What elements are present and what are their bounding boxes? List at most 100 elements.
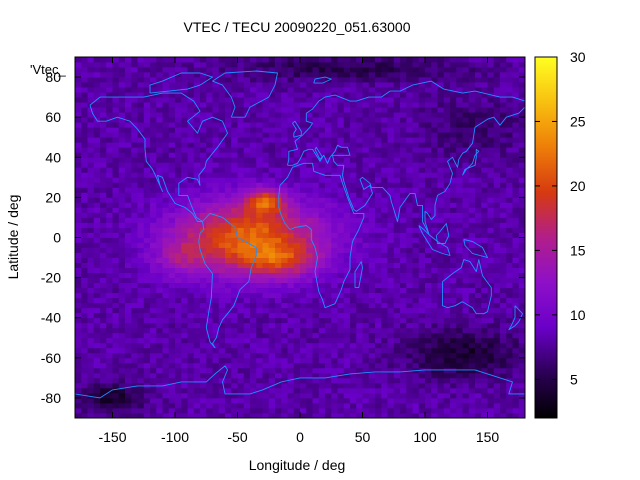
heatmap-cell	[81, 247, 88, 253]
heatmap-cell	[212, 227, 220, 233]
heatmap-cell	[87, 142, 95, 148]
heatmap-cell	[193, 157, 201, 163]
heatmap-cell	[393, 337, 401, 344]
heatmap-cell	[500, 302, 507, 309]
heatmap-cell	[156, 287, 163, 294]
heatmap-cell	[118, 367, 126, 374]
heatmap-cell	[500, 332, 507, 339]
heatmap-cell	[312, 282, 320, 289]
heatmap-cell	[168, 72, 176, 78]
heatmap-cell	[350, 312, 357, 319]
heatmap-cell	[481, 82, 488, 88]
heatmap-cell	[150, 317, 157, 324]
heatmap-cell	[468, 62, 476, 68]
heatmap-cell	[393, 157, 401, 163]
heatmap-cell	[281, 277, 288, 284]
heatmap-cell	[387, 272, 395, 279]
heatmap-cell	[281, 57, 288, 63]
heatmap-cell	[337, 87, 345, 93]
heatmap-cell	[450, 377, 457, 384]
heatmap-cell	[137, 212, 145, 218]
heatmap-cell	[131, 317, 138, 324]
heatmap-cell	[300, 202, 307, 208]
heatmap-cell	[418, 277, 426, 284]
heatmap-cell	[281, 87, 288, 93]
heatmap-cell	[481, 122, 488, 128]
heatmap-cell	[381, 117, 388, 123]
heatmap-cell	[412, 102, 420, 108]
heatmap-cell	[387, 387, 395, 394]
heatmap-cell	[487, 72, 495, 78]
heatmap-cell	[118, 332, 126, 339]
heatmap-cell	[106, 262, 113, 268]
heatmap-cell	[212, 172, 220, 178]
heatmap-cell	[187, 397, 195, 404]
heatmap-cell	[225, 377, 232, 384]
heatmap-cell	[237, 347, 245, 354]
heatmap-cell	[181, 57, 188, 63]
heatmap-cell	[268, 127, 276, 133]
heatmap-cell	[81, 302, 88, 309]
heatmap-cell	[162, 57, 170, 63]
heatmap-cell	[131, 192, 138, 198]
heatmap-cell	[150, 102, 157, 108]
heatmap-cell	[218, 372, 226, 379]
heatmap-cell	[125, 277, 132, 284]
heatmap-cell	[375, 142, 382, 148]
heatmap-cell	[212, 182, 220, 188]
heatmap-cell	[431, 327, 438, 334]
heatmap-cell	[362, 72, 370, 78]
heatmap-cell	[312, 172, 320, 178]
heatmap-cell	[343, 67, 351, 73]
heatmap-cell	[387, 332, 395, 339]
heatmap-cell	[225, 362, 232, 369]
heatmap-cell	[381, 62, 388, 68]
heatmap-cell	[168, 282, 176, 289]
heatmap-cell	[237, 122, 245, 128]
heatmap-cell	[218, 397, 226, 404]
heatmap-cell	[331, 102, 338, 108]
heatmap-cell	[481, 342, 488, 349]
heatmap-cell	[368, 262, 376, 268]
heatmap-cell	[331, 222, 338, 228]
heatmap-cell	[100, 277, 107, 284]
heatmap-cell	[243, 232, 251, 238]
heatmap-cell	[256, 392, 263, 399]
heatmap-cell	[168, 367, 176, 374]
heatmap-cell	[375, 172, 382, 178]
heatmap-cell	[256, 152, 263, 158]
heatmap-cell	[362, 77, 370, 83]
heatmap-cell	[356, 57, 363, 63]
heatmap-cell	[468, 172, 476, 178]
heatmap-cell	[106, 412, 113, 419]
heatmap-cell	[175, 277, 182, 284]
heatmap-cell	[200, 277, 207, 284]
heatmap-cell	[312, 382, 320, 389]
heatmap-cell	[181, 172, 188, 178]
heatmap-cell	[231, 87, 238, 93]
heatmap-cell	[206, 212, 213, 218]
heatmap-cell	[481, 167, 488, 173]
heatmap-cell	[156, 277, 163, 284]
heatmap-cell	[143, 237, 151, 243]
heatmap-cell	[412, 152, 420, 158]
heatmap-cell	[125, 142, 132, 148]
heatmap-cell	[287, 177, 295, 183]
heatmap-cell	[500, 347, 507, 354]
heatmap-cell	[243, 87, 251, 93]
heatmap-cell	[337, 307, 345, 314]
heatmap-cell	[81, 127, 88, 133]
heatmap-cell	[187, 82, 195, 88]
heatmap-cell	[456, 152, 463, 158]
heatmap-cell	[100, 287, 107, 294]
heatmap-cell	[331, 67, 338, 73]
heatmap-cell	[225, 352, 232, 359]
heatmap-cell	[200, 197, 207, 203]
heatmap-cell	[262, 312, 270, 319]
heatmap-cell	[237, 92, 245, 98]
heatmap-cell	[325, 252, 332, 258]
heatmap-grid	[75, 57, 526, 419]
heatmap-cell	[362, 202, 370, 208]
heatmap-cell	[306, 412, 313, 419]
heatmap-cell	[281, 312, 288, 319]
